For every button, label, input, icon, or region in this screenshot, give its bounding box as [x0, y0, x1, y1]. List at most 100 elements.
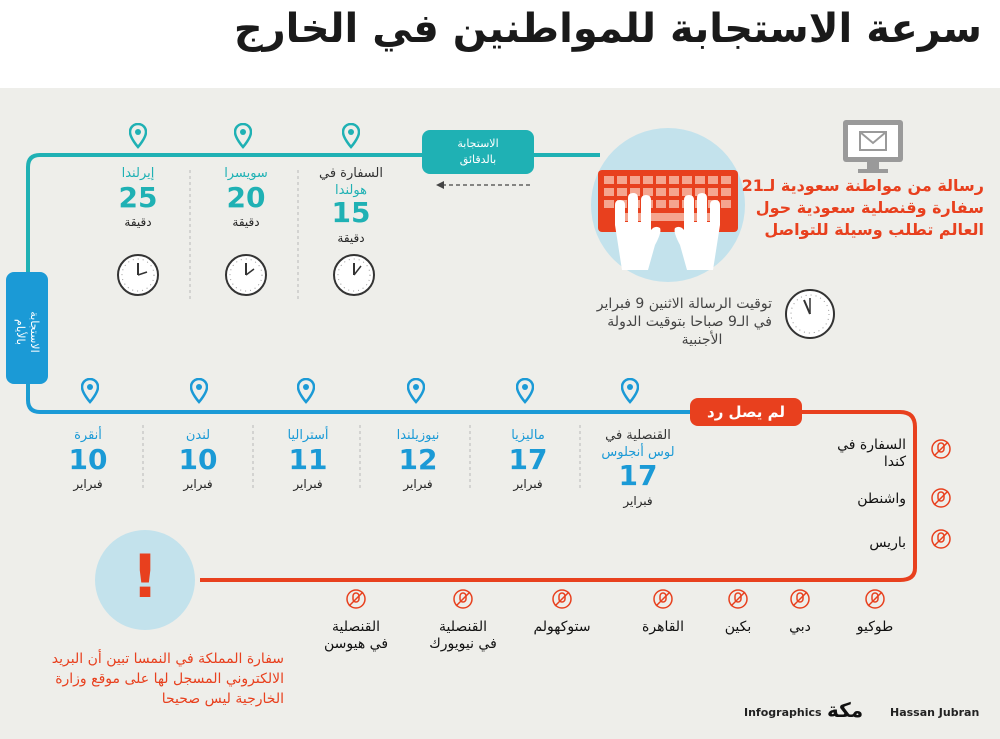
response-value: 15: [331, 196, 371, 229]
response-value: 17: [508, 443, 548, 476]
response-value: 12: [398, 443, 438, 476]
timing-text: توقيت الرسالة الاثنين 9 فبراير في الـ9 ص…: [572, 295, 772, 349]
timing-line: الأجنبية: [681, 332, 723, 348]
intro-line: العالم تطلب وسيلة للتواصل: [764, 220, 984, 239]
clock-icon: [785, 289, 835, 339]
no-reply-place: القاهرة: [642, 619, 684, 635]
pin-icon: [234, 123, 252, 149]
pin-icon: [407, 378, 425, 404]
minutes-line: [26, 153, 600, 280]
no-reply-badge: [690, 398, 802, 426]
response-unit: فبراير: [623, 494, 653, 508]
response-unit: فبراير: [73, 477, 103, 491]
response-value: 10: [68, 443, 108, 476]
response-place-line2: هولندا: [335, 183, 367, 198]
response-unit: دقيقة: [337, 231, 365, 245]
response-unit: دقيقة: [232, 215, 260, 229]
arrow-head: [436, 181, 444, 189]
response-place: نيوزيلندا: [396, 428, 440, 443]
response-value: 25: [118, 181, 158, 214]
days-badge: [6, 272, 48, 384]
response-place: القنصلية في: [605, 428, 671, 443]
days-badge-line1: الاستجابة: [28, 311, 41, 353]
minutes-badge-line1: الاستجابة: [457, 137, 499, 150]
warning-circle: [95, 530, 195, 630]
no-reply-line1: القنصلية: [439, 619, 487, 635]
no-reply-place: ستوكهولم: [533, 619, 591, 635]
response-place: أنقرة: [74, 428, 102, 443]
pin-icon: [621, 378, 639, 404]
pin-icon: [297, 378, 315, 404]
no-reply-place: السفارة في كندا: [820, 437, 906, 471]
no-reply-place: دبي: [789, 619, 811, 635]
hands-icon: [615, 193, 720, 270]
response-value: 11: [288, 443, 328, 476]
pin-icon: [516, 378, 534, 404]
no-reply-line1: القنصلية: [332, 619, 380, 635]
no-reply-place: بكين: [724, 619, 752, 635]
no-reply-line2: في نيويورك: [429, 636, 497, 652]
pin-icon: [190, 378, 208, 404]
no-reply-place: القنصلية في هيوسن: [311, 619, 401, 653]
days-line: [26, 280, 690, 414]
mute-icon: [931, 529, 951, 549]
warning-line: الخارجية ليس صحيحا: [161, 691, 284, 707]
response-unit: فبراير: [403, 477, 433, 491]
monitor-icon: [843, 120, 903, 173]
clock-icon: [225, 254, 267, 296]
response-unit: فبراير: [293, 477, 323, 491]
warning-line: الالكتروني المسجل لها على موقع وزارة: [55, 671, 284, 687]
footer-logo: مكة: [827, 698, 864, 722]
page-title: سرعة الاستجابة للمواطنين في الخارج: [233, 6, 983, 52]
intro-line: سفارة وقنصلية سعودية حول: [755, 198, 984, 217]
timing-line: في الـ9 صباحا بتوقيت الدولة: [607, 314, 772, 330]
no-reply-place: القنصلية في نيويورك: [418, 619, 508, 653]
pin-icon: [342, 123, 360, 149]
pin-icon: [129, 123, 147, 149]
minutes-badge: [422, 130, 534, 174]
response-place: ماليزيا: [511, 428, 545, 443]
response-place: أستراليا: [287, 428, 329, 443]
days-badge-text: الاستجابة بالأيام: [13, 276, 41, 388]
no-reply-line2: في هيوسن: [323, 636, 389, 652]
response-value: 17: [618, 459, 658, 492]
intro-line: رسالة من مواطنة سعودية لـ21: [741, 176, 984, 195]
no-reply-line2: كندا: [883, 454, 906, 470]
mute-icon: [865, 589, 885, 609]
mute-icon: [931, 439, 951, 459]
no-reply-line: [200, 410, 917, 582]
footer-author: Hassan Jubran: [890, 706, 980, 719]
pin-icon: [81, 378, 99, 404]
warning-line: سفارة المملكة في النمسا تبين أن البريد: [51, 651, 284, 667]
minutes-badge-line2: بالدقائق: [459, 153, 497, 166]
no-reply-place: طوكيو: [856, 619, 894, 635]
mute-icon: [453, 589, 473, 609]
no-reply-place: واشنطن: [857, 491, 906, 507]
response-unit: فبراير: [513, 477, 543, 491]
response-place: سويسرا: [224, 166, 268, 181]
no-reply-label: لم يصل رد: [707, 403, 785, 421]
no-reply-place: باريس: [869, 535, 906, 551]
mute-icon: [552, 589, 572, 609]
exclamation-icon: !: [131, 542, 159, 612]
response-unit: دقيقة: [124, 215, 152, 229]
response-place: إيرلندا: [121, 166, 155, 181]
clock-icon: [333, 254, 375, 296]
response-value: 10: [178, 443, 218, 476]
intro-text: رسالة من مواطنة سعودية لـ21 سفارة وقنصلي…: [740, 175, 984, 241]
response-place: لندن: [185, 428, 211, 443]
warning-text: سفارة المملكة في النمسا تبين أن البريد ا…: [20, 649, 284, 709]
mute-icon: [346, 589, 366, 609]
footer-infographics: Infographics: [744, 706, 822, 719]
clock-icon: [117, 254, 159, 296]
mute-icon: [728, 589, 748, 609]
mute-icon: [653, 589, 673, 609]
response-place: السفارة في: [319, 166, 383, 181]
no-reply-line1: السفارة في: [837, 437, 906, 453]
days-badge-line2: بالأيام: [14, 319, 27, 345]
mute-icon: [931, 488, 951, 508]
response-value: 20: [226, 181, 266, 214]
response-unit: فبراير: [183, 477, 213, 491]
timing-line: توقيت الرسالة الاثنين 9 فبراير: [596, 296, 772, 312]
